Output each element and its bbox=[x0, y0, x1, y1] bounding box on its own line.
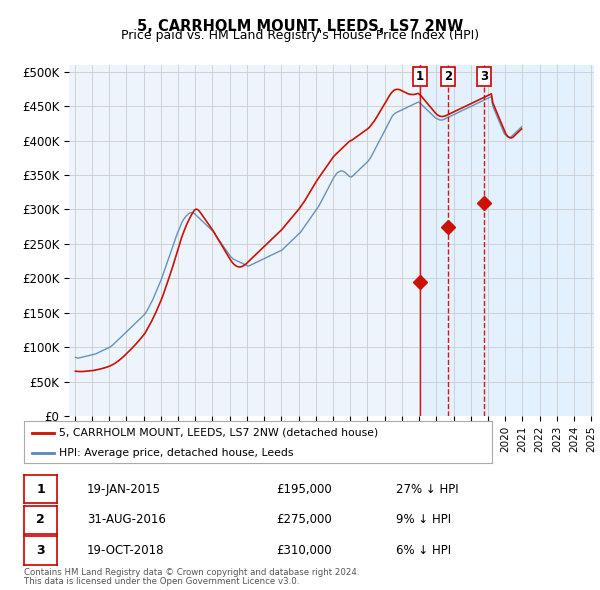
Text: 5, CARRHOLM MOUNT, LEEDS, LS7 2NW: 5, CARRHOLM MOUNT, LEEDS, LS7 2NW bbox=[137, 19, 463, 34]
Text: HPI: Average price, detached house, Leeds: HPI: Average price, detached house, Leed… bbox=[59, 448, 293, 457]
Text: Price paid vs. HM Land Registry's House Price Index (HPI): Price paid vs. HM Land Registry's House … bbox=[121, 30, 479, 42]
Text: 1: 1 bbox=[416, 70, 424, 83]
Text: 2: 2 bbox=[36, 513, 45, 526]
Text: 31-AUG-2016: 31-AUG-2016 bbox=[87, 513, 166, 526]
Text: 9% ↓ HPI: 9% ↓ HPI bbox=[396, 513, 451, 526]
Text: Contains HM Land Registry data © Crown copyright and database right 2024.: Contains HM Land Registry data © Crown c… bbox=[24, 568, 359, 576]
Text: This data is licensed under the Open Government Licence v3.0.: This data is licensed under the Open Gov… bbox=[24, 577, 299, 586]
Text: 6% ↓ HPI: 6% ↓ HPI bbox=[396, 544, 451, 557]
Text: £195,000: £195,000 bbox=[276, 483, 332, 496]
Bar bbox=[420, 65, 594, 416]
Text: 1: 1 bbox=[36, 483, 45, 496]
Text: 19-JAN-2015: 19-JAN-2015 bbox=[87, 483, 161, 496]
Text: 27% ↓ HPI: 27% ↓ HPI bbox=[396, 483, 458, 496]
Text: 19-OCT-2018: 19-OCT-2018 bbox=[87, 544, 164, 557]
Text: 5, CARRHOLM MOUNT, LEEDS, LS7 2NW (detached house): 5, CARRHOLM MOUNT, LEEDS, LS7 2NW (detac… bbox=[59, 428, 379, 438]
Text: 3: 3 bbox=[481, 70, 488, 83]
Text: 2: 2 bbox=[443, 70, 452, 83]
Text: £310,000: £310,000 bbox=[276, 544, 332, 557]
Text: 3: 3 bbox=[36, 544, 45, 557]
Text: £275,000: £275,000 bbox=[276, 513, 332, 526]
